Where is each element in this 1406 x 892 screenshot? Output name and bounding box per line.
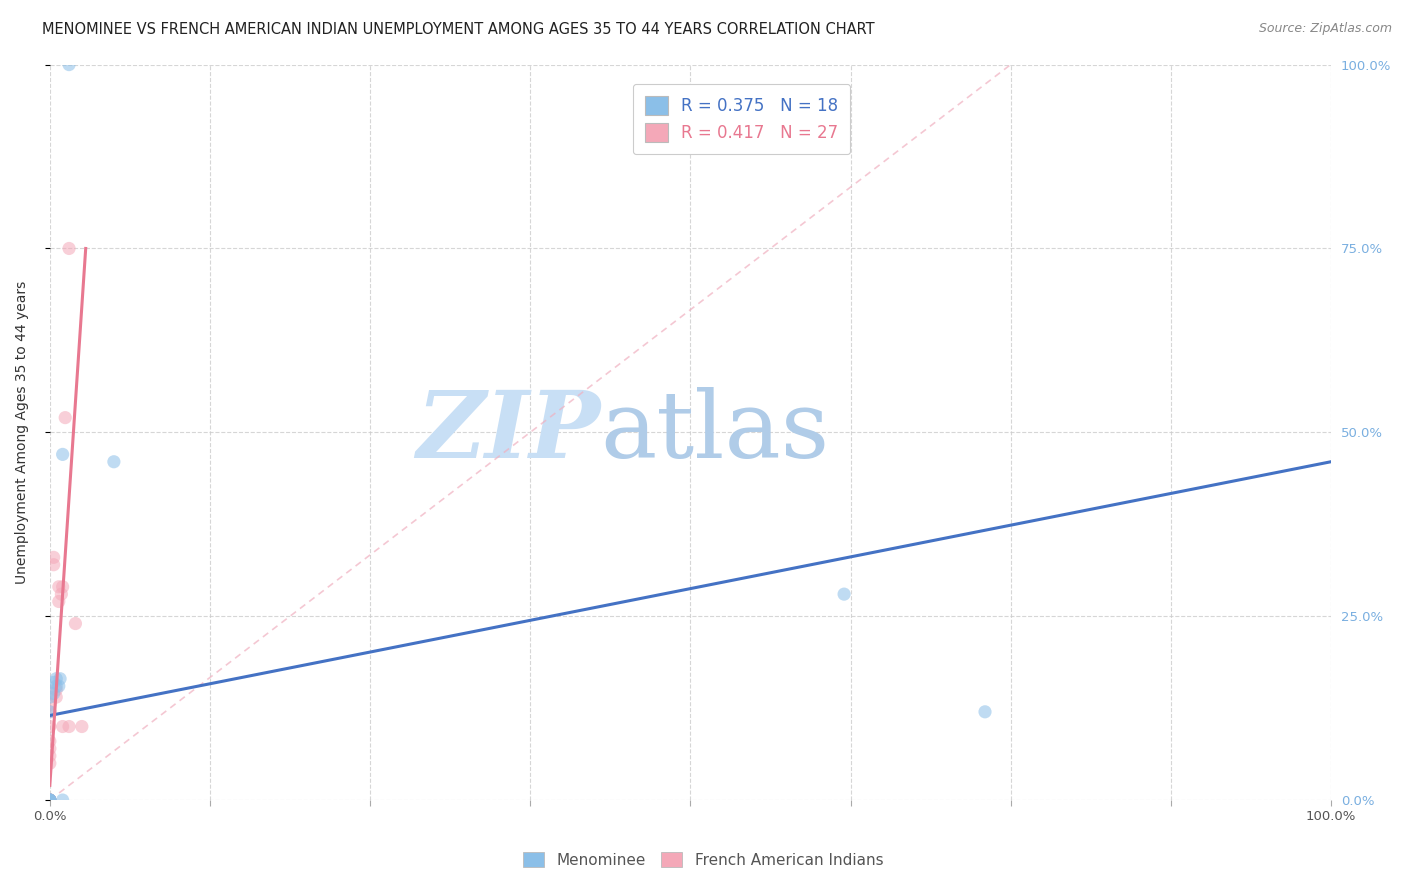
Text: ZIP: ZIP bbox=[416, 387, 600, 477]
Point bbox=[38, 793, 60, 807]
Point bbox=[38, 793, 60, 807]
Point bbox=[42, 558, 65, 572]
Point bbox=[51, 587, 73, 601]
Point bbox=[38, 741, 60, 756]
Point bbox=[49, 672, 72, 686]
Point bbox=[38, 705, 60, 719]
Point bbox=[38, 793, 60, 807]
Point bbox=[38, 705, 60, 719]
Point bbox=[58, 719, 80, 733]
Point bbox=[38, 690, 60, 705]
Point bbox=[38, 793, 60, 807]
Point bbox=[38, 756, 60, 771]
Text: atlas: atlas bbox=[600, 387, 830, 477]
Point bbox=[42, 686, 65, 700]
Point bbox=[38, 793, 60, 807]
Point bbox=[974, 705, 997, 719]
Text: Source: ZipAtlas.com: Source: ZipAtlas.com bbox=[1258, 22, 1392, 36]
Point bbox=[38, 793, 60, 807]
Point bbox=[52, 793, 75, 807]
Point bbox=[38, 698, 60, 712]
Point bbox=[103, 455, 125, 469]
Point bbox=[58, 242, 80, 256]
Point bbox=[38, 748, 60, 763]
Legend: Menominee, French American Indians: Menominee, French American Indians bbox=[515, 844, 891, 875]
Text: MENOMINEE VS FRENCH AMERICAN INDIAN UNEMPLOYMENT AMONG AGES 35 TO 44 YEARS CORRE: MENOMINEE VS FRENCH AMERICAN INDIAN UNEM… bbox=[42, 22, 875, 37]
Point bbox=[45, 682, 67, 697]
Point bbox=[45, 679, 67, 693]
Point bbox=[65, 616, 87, 631]
Point bbox=[52, 580, 75, 594]
Point bbox=[38, 719, 60, 733]
Point bbox=[52, 719, 75, 733]
Point bbox=[45, 672, 67, 686]
Point bbox=[38, 793, 60, 807]
Legend: R = 0.375   N = 18, R = 0.417   N = 27: R = 0.375 N = 18, R = 0.417 N = 27 bbox=[633, 84, 851, 154]
Point bbox=[48, 594, 70, 608]
Point bbox=[38, 734, 60, 748]
Point bbox=[48, 679, 70, 693]
Point bbox=[58, 57, 80, 71]
Point bbox=[42, 550, 65, 565]
Point bbox=[38, 793, 60, 807]
Point bbox=[52, 447, 75, 461]
Point bbox=[38, 793, 60, 807]
Point bbox=[48, 580, 70, 594]
Y-axis label: Unemployment Among Ages 35 to 44 years: Unemployment Among Ages 35 to 44 years bbox=[15, 281, 30, 584]
Point bbox=[45, 690, 67, 705]
Point bbox=[38, 793, 60, 807]
Point bbox=[53, 410, 76, 425]
Point bbox=[70, 719, 93, 733]
Point bbox=[38, 793, 60, 807]
Point bbox=[832, 587, 855, 601]
Point bbox=[42, 675, 65, 690]
